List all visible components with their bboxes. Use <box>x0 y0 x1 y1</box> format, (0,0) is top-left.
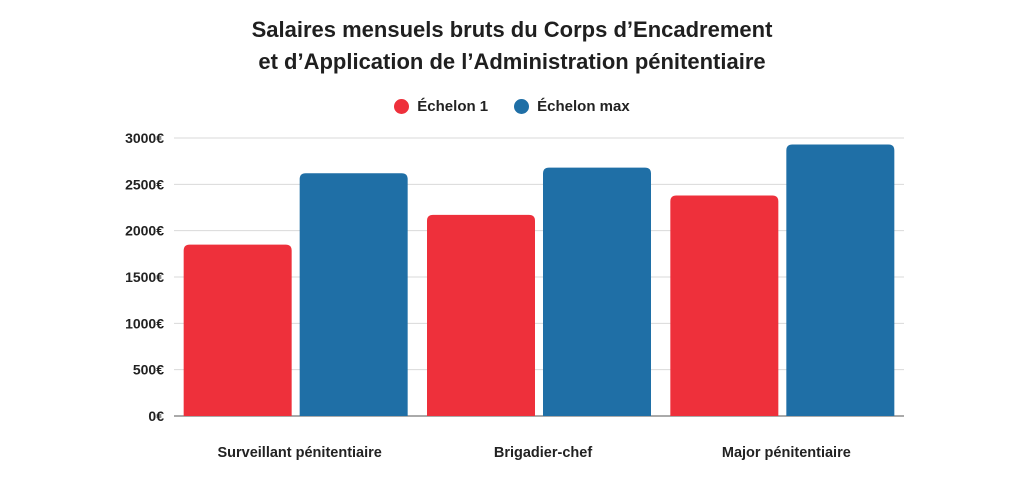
legend-swatch-echelon-1 <box>394 98 410 114</box>
chart-legend: Échelon 1 Échelon max <box>0 94 1024 118</box>
legend-swatch-echelon-max <box>514 98 530 114</box>
y-tick-label: 2000€ <box>125 223 164 239</box>
chart-title: Salaires mensuels bruts du Corps d’Encad… <box>0 14 1024 78</box>
bar-echelon-1 <box>670 195 779 416</box>
chart-title-line-2: et d’Application de l’Administration pén… <box>258 49 766 74</box>
y-tick-label: 3000€ <box>125 130 164 146</box>
bar-echelon-max <box>786 144 895 416</box>
bar-echelon-max <box>543 167 651 416</box>
bar-echelon-1 <box>427 214 535 416</box>
y-tick-label: 500€ <box>133 362 164 378</box>
y-tick-label: 0€ <box>148 408 164 424</box>
y-tick-label: 1000€ <box>125 315 164 331</box>
x-tick-label: Major pénitentiaire <box>722 445 851 461</box>
x-tick-label: Brigadier-chef <box>494 445 592 461</box>
legend-label-echelon-max: Échelon max <box>537 97 630 115</box>
bar-echelon-max <box>299 173 408 416</box>
legend-item-echelon-max: Échelon max <box>514 98 630 115</box>
y-tick-label: 1500€ <box>125 269 164 285</box>
bar-echelon-1 <box>183 244 292 416</box>
chart-title-line-1: Salaires mensuels bruts du Corps d’Encad… <box>251 17 773 42</box>
legend-label-echelon-1: Échelon 1 <box>417 97 489 115</box>
x-tick-label: Surveillant pénitentiaire <box>217 445 381 461</box>
y-tick-label: 2500€ <box>125 176 164 192</box>
legend-item-echelon-1: Échelon 1 <box>394 98 488 115</box>
